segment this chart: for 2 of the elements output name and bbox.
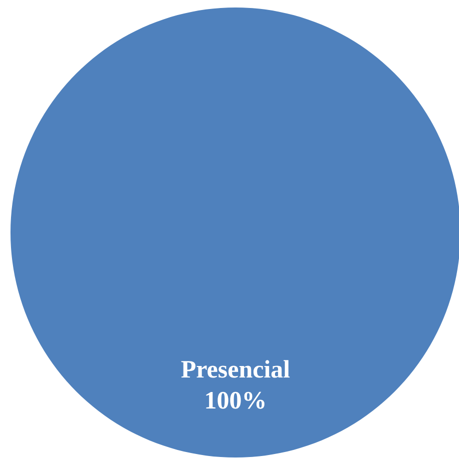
slice-label: Presencial [180,356,290,384]
data-label: 100% [204,388,267,415]
